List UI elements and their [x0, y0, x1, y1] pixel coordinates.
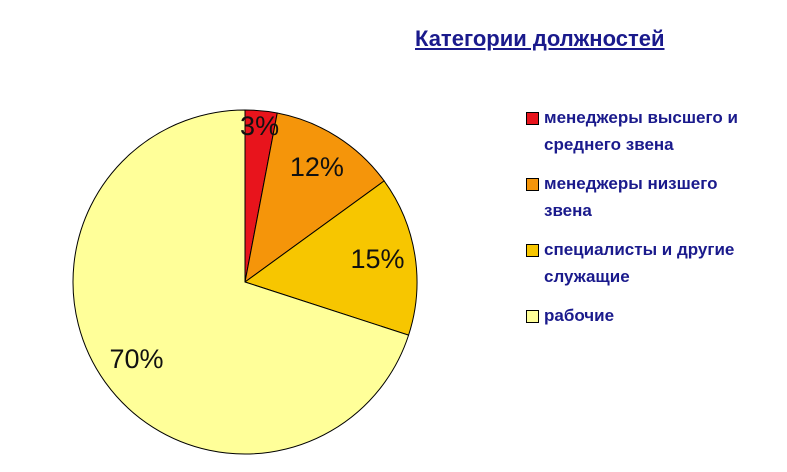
legend-swatch [526, 244, 539, 257]
legend-label: специалисты и другие служащие [544, 240, 735, 286]
slice-label: 3% [240, 111, 279, 141]
legend-swatch [526, 178, 539, 191]
slice-label: 12% [290, 152, 344, 182]
legend-label: менеджеры высшего и среднего звена [544, 108, 738, 154]
slice-label: 70% [109, 344, 163, 374]
legend-label: рабочие [544, 306, 615, 325]
legend-swatch [526, 310, 539, 323]
chart-title: Категории должностей [415, 26, 665, 51]
legend-item: менеджеры низшего звена [524, 170, 744, 224]
legend-swatch [526, 112, 539, 125]
legend-item: рабочие [524, 302, 744, 329]
legend-label: менеджеры низшего звена [544, 174, 718, 220]
legend: менеджеры высшего и среднего звена менедж… [524, 104, 744, 341]
slice-label: 15% [350, 244, 404, 274]
pie-slice [244, 112, 385, 284]
legend-item: менеджеры высшего и среднего звена [524, 104, 744, 158]
pie-slice [243, 180, 418, 336]
pie-slice [72, 109, 410, 455]
legend-item: специалисты и другие служащие [524, 236, 744, 290]
